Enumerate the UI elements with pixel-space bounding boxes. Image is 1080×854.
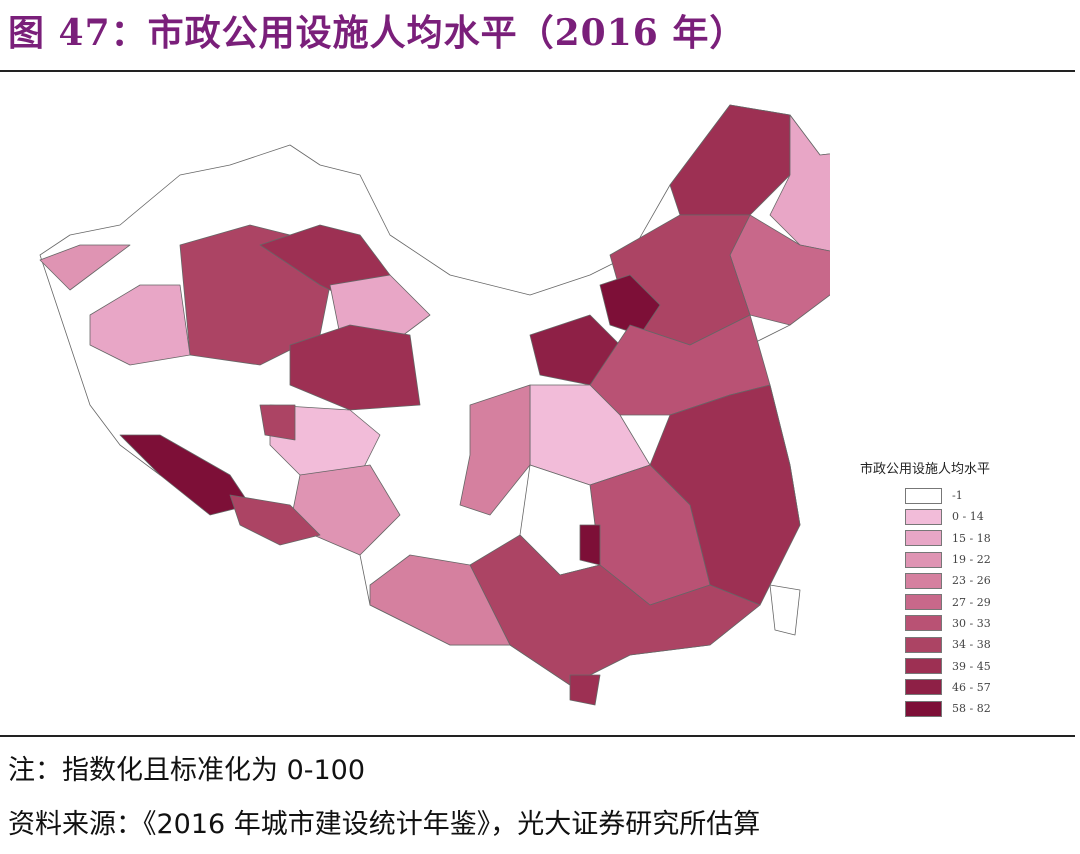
legend-swatch — [905, 700, 942, 717]
map-region — [289, 324, 421, 411]
legend-swatch — [905, 530, 942, 547]
legend-label: -1 — [952, 489, 963, 503]
map-region — [579, 524, 601, 566]
bottom-divider — [0, 735, 1075, 737]
legend-items: -1 0 - 14 15 - 18 19 - 22 23 - 26 27 - 29 30 -… — [860, 485, 991, 719]
legend-swatch — [905, 658, 942, 675]
legend-item: 39 - 45 — [905, 655, 991, 676]
legend-item: 19 - 22 — [905, 549, 991, 570]
footnote: 注：指数化且标准化为 0-100 — [8, 755, 366, 786]
legend-label: 30 - 33 — [952, 616, 991, 630]
legend-title: 市政公用设施人均水平 — [860, 462, 991, 477]
figure-title: 图 47：市政公用设施人均水平（2016 年） — [8, 12, 747, 54]
map-region — [769, 584, 801, 636]
map-region — [39, 244, 131, 291]
legend-item: 34 - 38 — [905, 634, 991, 655]
map-region — [769, 114, 830, 252]
source-note: 资料来源：《2016 年城市建设统计年鉴》，光大证券研究所估算 — [8, 809, 761, 840]
legend-label: 39 - 45 — [952, 659, 991, 673]
legend-label: 34 - 38 — [952, 638, 991, 652]
legend-label: 15 - 18 — [952, 531, 991, 545]
map-region — [369, 554, 511, 646]
legend-label: 58 - 82 — [952, 702, 991, 716]
map-region — [469, 534, 761, 686]
legend-label: 0 - 14 — [952, 510, 984, 524]
legend-swatch — [905, 615, 942, 632]
legend-swatch — [905, 551, 942, 568]
top-divider — [0, 70, 1075, 72]
legend-swatch — [905, 594, 942, 611]
map-region — [229, 494, 321, 546]
legend-item: 27 - 29 — [905, 591, 991, 612]
legend-label: 46 - 57 — [952, 680, 991, 694]
legend-swatch — [905, 572, 942, 589]
legend-item: 58 - 82 — [905, 698, 991, 719]
legend-label: 27 - 29 — [952, 595, 991, 609]
legend-item: -1 — [905, 485, 991, 506]
legend-swatch — [905, 636, 942, 653]
map-legend: 市政公用设施人均水平 -1 0 - 14 15 - 18 19 - 22 23 - 26… — [860, 458, 991, 719]
map-region — [569, 674, 601, 706]
choropleth-map — [39, 104, 830, 706]
legend-swatch — [905, 679, 942, 696]
legend-swatch — [905, 508, 942, 525]
legend-swatch — [905, 487, 942, 504]
legend-label: 23 - 26 — [952, 574, 991, 588]
map-region — [599, 274, 661, 336]
legend-item: 15 - 18 — [905, 528, 991, 549]
map-region — [89, 284, 191, 366]
legend-item: 30 - 33 — [905, 613, 991, 634]
map-region — [459, 384, 531, 516]
legend-item: 23 - 26 — [905, 570, 991, 591]
legend-item: 0 - 14 — [905, 506, 991, 527]
legend-label: 19 - 22 — [952, 553, 991, 567]
legend-item: 46 - 57 — [905, 677, 991, 698]
map-region — [259, 404, 296, 441]
